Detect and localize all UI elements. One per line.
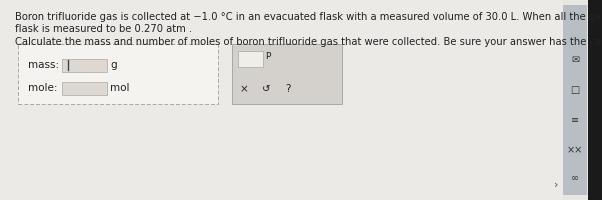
FancyBboxPatch shape (238, 51, 263, 67)
Text: mass:: mass: (28, 60, 59, 70)
FancyBboxPatch shape (62, 59, 107, 72)
Text: ×: × (240, 84, 249, 94)
Text: ?: ? (285, 84, 291, 94)
Text: □: □ (570, 85, 580, 95)
Text: ∞: ∞ (571, 173, 579, 183)
Text: ↺: ↺ (262, 84, 270, 94)
Text: P: P (265, 52, 270, 61)
Text: flask is measured to be 0.270 atm .: flask is measured to be 0.270 atm . (15, 24, 192, 34)
Text: Calculate the mass and number of moles of boron trifluoride gas that were collec: Calculate the mass and number of moles o… (15, 37, 602, 47)
Text: ××: ×× (567, 145, 583, 155)
FancyBboxPatch shape (0, 0, 563, 200)
Text: ✉: ✉ (571, 55, 579, 65)
FancyBboxPatch shape (232, 44, 342, 104)
Text: ›: › (554, 180, 558, 190)
Text: Boron trifluoride gas is collected at −1.0 °C in an evacuated flask with a measu: Boron trifluoride gas is collected at −1… (15, 12, 602, 22)
FancyBboxPatch shape (588, 0, 602, 200)
Text: mol: mol (110, 83, 129, 93)
Text: mole:: mole: (28, 83, 58, 93)
FancyBboxPatch shape (62, 82, 107, 95)
FancyBboxPatch shape (563, 5, 587, 195)
FancyBboxPatch shape (18, 44, 218, 104)
Text: g: g (110, 60, 117, 70)
Text: ≡: ≡ (571, 115, 579, 125)
